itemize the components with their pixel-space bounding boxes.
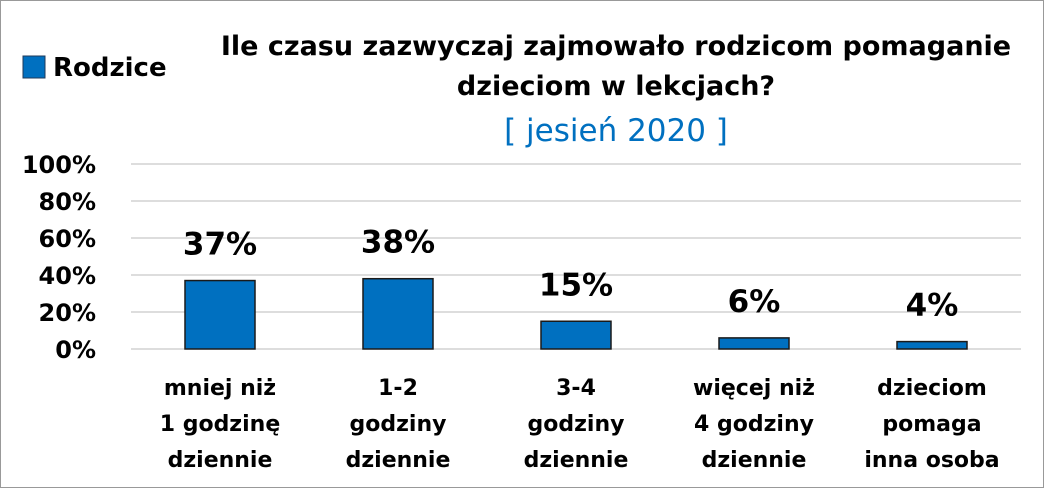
data-label: 15%: [539, 267, 613, 303]
bar: [362, 277, 434, 350]
y-tick-label: 20%: [39, 299, 96, 327]
y-tick-label: 60%: [39, 225, 96, 253]
x-tick-label: 1-2 godziny dziennie: [345, 376, 451, 473]
bar: [540, 320, 612, 350]
bar: [184, 279, 256, 350]
y-tick-label: 80%: [39, 188, 96, 216]
x-tick-label: więcej niż 4 godziny dziennie: [693, 376, 815, 473]
y-tick-label: 0%: [55, 336, 96, 364]
data-label: 37%: [183, 227, 257, 263]
bar: [718, 337, 790, 350]
x-tick-label: mniej niż 1 godzinę dziennie: [159, 376, 281, 473]
legend-label: Rodzice: [53, 53, 167, 83]
chart-subtitle: [ jesień 2020 ]: [504, 113, 728, 149]
data-label: 38%: [361, 225, 435, 261]
data-label: 4%: [906, 288, 959, 324]
bar: [896, 340, 968, 350]
chart-title: Ile czasu zazwyczaj zajmowało rodzicom p…: [220, 31, 1012, 102]
data-label: 6%: [728, 284, 781, 320]
y-tick-label: 40%: [39, 262, 96, 290]
y-tick-label: 100%: [22, 151, 96, 179]
legend-swatch: [22, 55, 46, 79]
x-tick-label: 3-4 godziny dziennie: [523, 376, 629, 473]
x-tick-label: dzieciom pomaga inna osoba: [864, 376, 1000, 473]
